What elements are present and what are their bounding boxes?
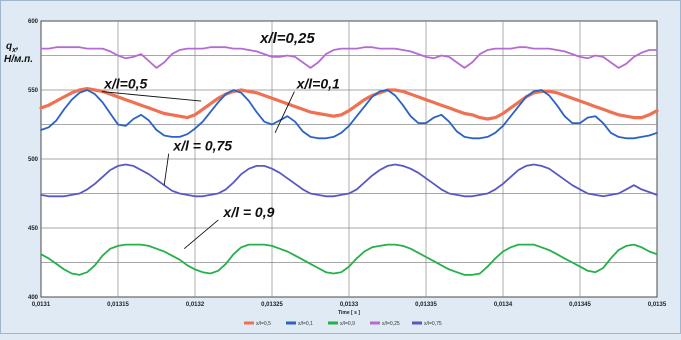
y-axis-label: qx, (6, 41, 19, 54)
annotation-label: x/l = 0,75 (172, 138, 232, 154)
annotation-pointer (183, 219, 219, 250)
y-tick-label: 450 (28, 226, 39, 232)
x-tick-label: 0,0133 (340, 302, 359, 308)
y-tick-label: 550 (28, 88, 39, 94)
x-tick-label: 0,01315 (107, 302, 129, 308)
x-tick-label: 0,0134 (494, 302, 513, 308)
legend-label: x/l=0,9 (340, 321, 355, 327)
series-line (40, 46, 658, 69)
x-tick-label: 0,01325 (261, 302, 283, 308)
y-axis-unit: Н/м.п. (4, 54, 33, 65)
annotation-label: x/l=0,25 (259, 30, 315, 47)
legend-label: x/l=0,75 (424, 321, 442, 327)
series-line (40, 163, 658, 198)
x-tick-label: 0,0131 (32, 302, 51, 308)
legend-label: x/l=0,1 (298, 321, 313, 327)
x-tick-label: 0,0135 (648, 302, 667, 308)
series-lines (39, 46, 659, 276)
axis-ticks: 0,0131 0,01315 0,0132 0,01325 0,0133 0,01335 0… (28, 19, 667, 308)
y-axis-label-main: q (6, 41, 12, 52)
series-line (40, 243, 658, 276)
legend: x/l=0,5 x/l=0,1 x/l=0,9 x/l=0,25 x/l=0,75 (244, 321, 442, 327)
x-tick-label: 0,01335 (415, 302, 437, 308)
series-line (39, 86, 659, 121)
annotations: x/l=0,25 x/l=0,5 x/l=0,1 x/l = 0,75 x/l = 0,… (103, 30, 340, 220)
y-tick-label: 400 (28, 295, 39, 301)
annotation-pointers (101, 91, 295, 250)
x-tick-label: 0,0132 (186, 302, 205, 308)
y-tick-label: 500 (28, 157, 39, 163)
x-axis-label: Time [ s ] (338, 310, 360, 316)
annotation-label: x/l=0,5 (103, 76, 147, 92)
legend-label: x/l=0,25 (382, 321, 400, 327)
annotation-pointer (101, 91, 202, 102)
annotation-pointer (274, 91, 295, 133)
x-tick-label: 0,01345 (569, 302, 591, 308)
legend-label: x/l=0,5 (256, 321, 271, 327)
annotation-label: x/l = 0,9 (222, 204, 274, 220)
annotation-label: x/l=0,1 (296, 76, 340, 92)
y-tick-label: 600 (28, 19, 39, 25)
y-axis-label-sub: x (11, 47, 17, 54)
annotation-pointer (163, 153, 170, 186)
series-line (40, 89, 658, 140)
